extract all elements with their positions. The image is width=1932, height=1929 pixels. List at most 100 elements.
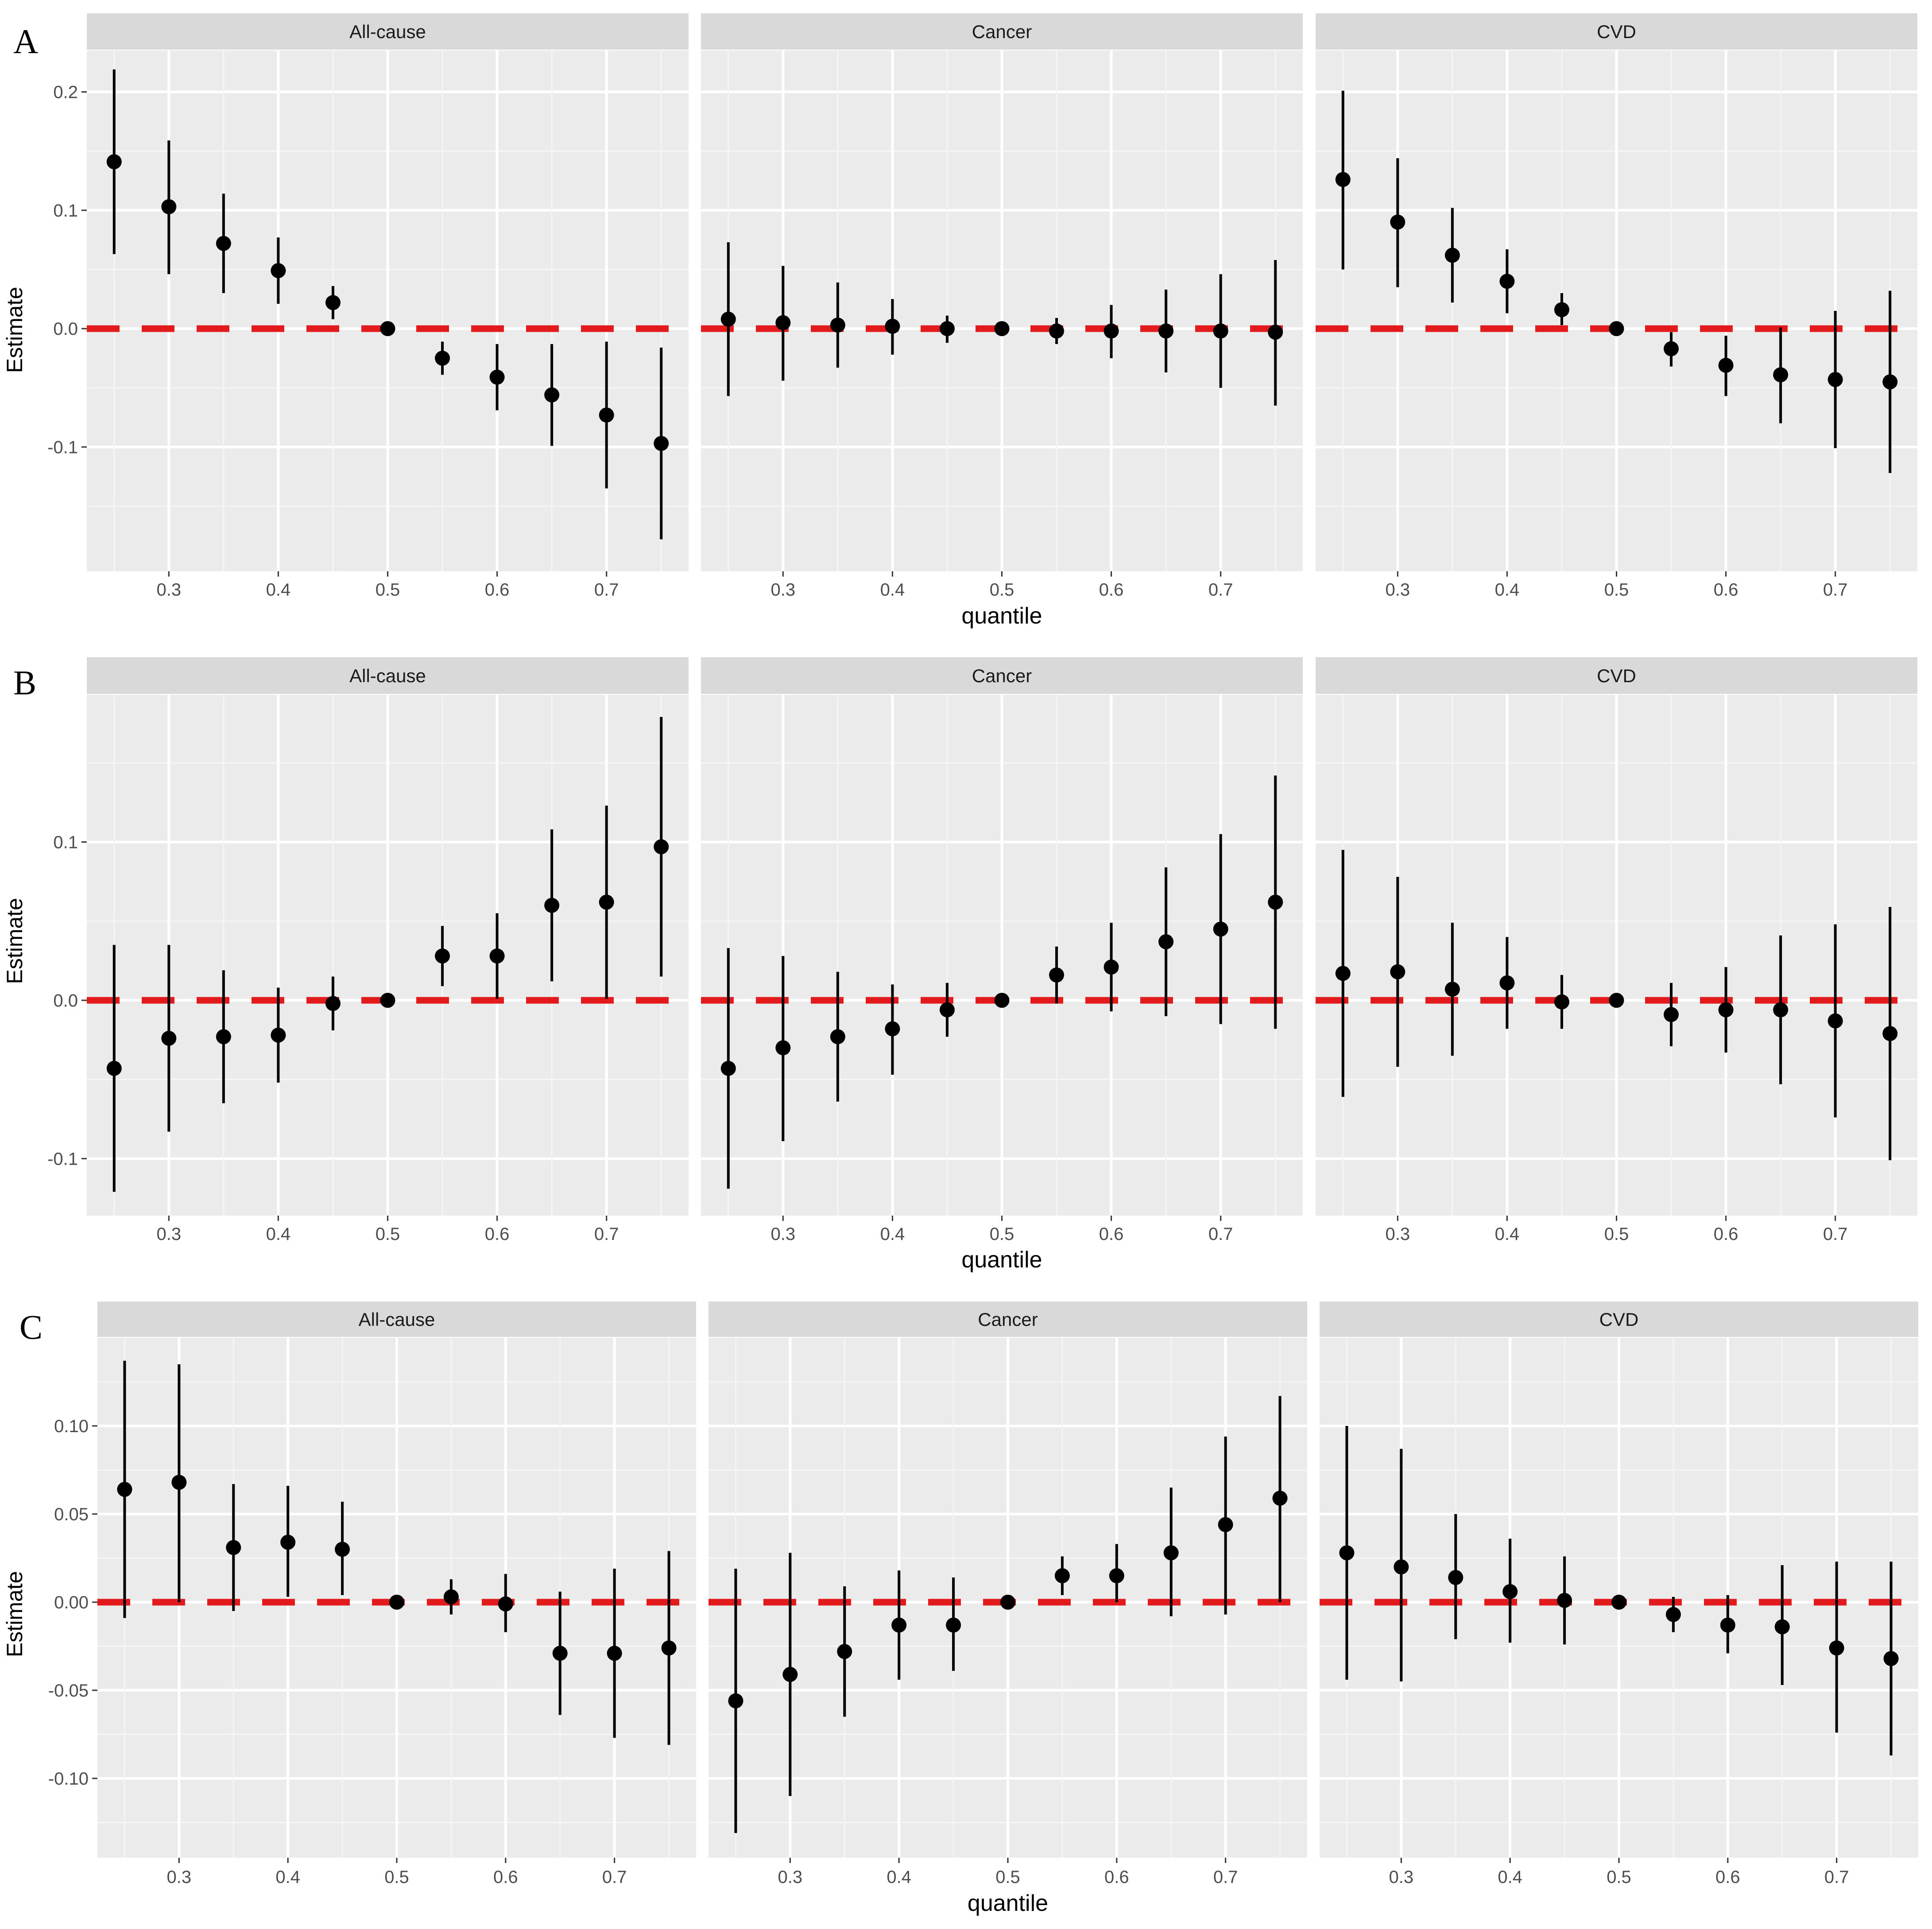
- data-point: [216, 1029, 231, 1045]
- facet-strip-label: Cancer: [972, 21, 1032, 42]
- data-point: [1444, 981, 1460, 997]
- data-point: [1827, 1013, 1843, 1029]
- data-point: [720, 311, 736, 327]
- x-tick-label: 0.6: [1714, 580, 1738, 600]
- data-point: [1335, 172, 1351, 187]
- x-tick-label: 0.4: [1498, 1867, 1522, 1887]
- x-tick-label: 0.3: [771, 580, 796, 600]
- facet-strip: [97, 1301, 696, 1337]
- data-point: [885, 1021, 900, 1037]
- data-point: [380, 321, 395, 337]
- data-point: [885, 318, 900, 334]
- data-point: [1773, 1002, 1789, 1018]
- data-point: [489, 369, 505, 385]
- data-point: [939, 321, 955, 337]
- y-tick-label: -0.1: [47, 438, 78, 457]
- data-point: [161, 199, 177, 214]
- x-tick-label: 0.5: [1607, 1867, 1631, 1887]
- x-tick-label: 0.7: [602, 1867, 627, 1887]
- x-tick-label: 0.4: [1495, 580, 1520, 600]
- facet-cancer: Cancer 0.3 0.4 0.5 0.6 0.7: [701, 657, 1303, 1244]
- y-tick-label: 0.0: [53, 991, 78, 1011]
- facet-strip-label: All-cause: [349, 21, 426, 42]
- data-point: [939, 1002, 955, 1018]
- x-tick-label: 0.7: [1823, 1224, 1848, 1244]
- facet-cvd: CVD 0.3 0.4 0.5 0.6 0.7: [1316, 13, 1917, 600]
- data-point: [1444, 248, 1460, 263]
- data-point: [544, 898, 560, 913]
- data-point: [1109, 1568, 1124, 1584]
- x-tick-label: 0.6: [1714, 1224, 1738, 1244]
- x-tick-label: 0.7: [1213, 1867, 1238, 1887]
- x-tick-label: 0.6: [1715, 1867, 1740, 1887]
- data-point: [1611, 1594, 1626, 1610]
- data-point: [1665, 1607, 1681, 1622]
- x-tick-label: 0.7: [594, 1224, 619, 1244]
- y-tick-label: -0.1: [47, 1149, 78, 1169]
- x-tick-label: 0.3: [771, 1224, 796, 1244]
- data-point: [171, 1475, 187, 1490]
- data-point: [720, 1061, 736, 1076]
- facet-cvd: CVD 0.3 0.4 0.5 0.6 0.7: [1320, 1301, 1918, 1887]
- data-point: [226, 1540, 241, 1555]
- data-point: [1499, 975, 1515, 991]
- x-tick-label: 0.5: [376, 1224, 400, 1244]
- x-tick-label: 0.5: [1604, 1224, 1629, 1244]
- facet-all-cause: All-cause 0.3 0.4 0.5 0.6 0.7: [97, 1301, 696, 1887]
- facet-strip-label: CVD: [1597, 21, 1636, 42]
- x-tick-label: 0.5: [376, 580, 400, 600]
- data-point: [654, 436, 669, 451]
- data-point: [599, 895, 614, 910]
- data-point: [271, 263, 286, 279]
- data-point: [271, 1027, 286, 1043]
- data-point: [1103, 959, 1119, 975]
- data-point: [389, 1594, 404, 1610]
- facet-strip-label: Cancer: [972, 666, 1032, 686]
- data-point: [1268, 895, 1283, 910]
- data-point: [1502, 1584, 1518, 1600]
- data-point: [1720, 1617, 1735, 1633]
- x-tick-label: 0.3: [157, 1224, 182, 1244]
- data-point: [1883, 1651, 1899, 1666]
- y-tick-label: 0.1: [53, 201, 78, 221]
- x-tick-label: 0.4: [266, 580, 291, 600]
- x-tick-label: 0.6: [1099, 580, 1124, 600]
- data-point: [1718, 1002, 1734, 1018]
- data-point: [654, 839, 669, 855]
- data-point: [161, 1030, 177, 1046]
- y-axis-title: Estimate: [2, 287, 27, 373]
- data-point: [837, 1644, 852, 1659]
- data-point: [1103, 323, 1119, 339]
- data-point: [325, 996, 341, 1011]
- facet-strip-label: CVD: [1597, 666, 1636, 686]
- y-tick-label: 0.05: [54, 1505, 89, 1524]
- facet-strip-label: CVD: [1599, 1309, 1639, 1330]
- data-point: [325, 295, 341, 310]
- data-point: [1557, 1592, 1572, 1608]
- y-tick-label: -0.05: [48, 1681, 89, 1700]
- facet-strip: [1316, 13, 1917, 50]
- data-point: [106, 154, 122, 170]
- x-tick-label: 0.6: [1099, 1224, 1124, 1244]
- data-point: [775, 315, 791, 330]
- y-tick-label: -0.10: [48, 1769, 89, 1789]
- x-tick-label: 0.3: [1386, 580, 1410, 600]
- data-point: [380, 992, 395, 1008]
- x-tick-label: 0.5: [995, 1867, 1020, 1887]
- x-axis-title: quantile: [968, 1890, 1048, 1916]
- data-point: [544, 387, 560, 403]
- data-point: [1609, 321, 1624, 337]
- x-tick-label: 0.6: [485, 1224, 510, 1244]
- data-point: [994, 321, 1010, 337]
- data-point: [1158, 934, 1174, 949]
- facet-cvd: CVD 0.3 0.4 0.5 0.6 0.7: [1316, 657, 1917, 1244]
- data-point: [775, 1040, 791, 1056]
- facet-strip: [87, 13, 689, 50]
- data-point: [946, 1617, 961, 1633]
- x-tick-label: 0.6: [1104, 1867, 1129, 1887]
- data-point: [891, 1617, 907, 1633]
- data-point: [1158, 323, 1174, 339]
- data-point: [1773, 367, 1789, 383]
- data-point: [782, 1667, 798, 1682]
